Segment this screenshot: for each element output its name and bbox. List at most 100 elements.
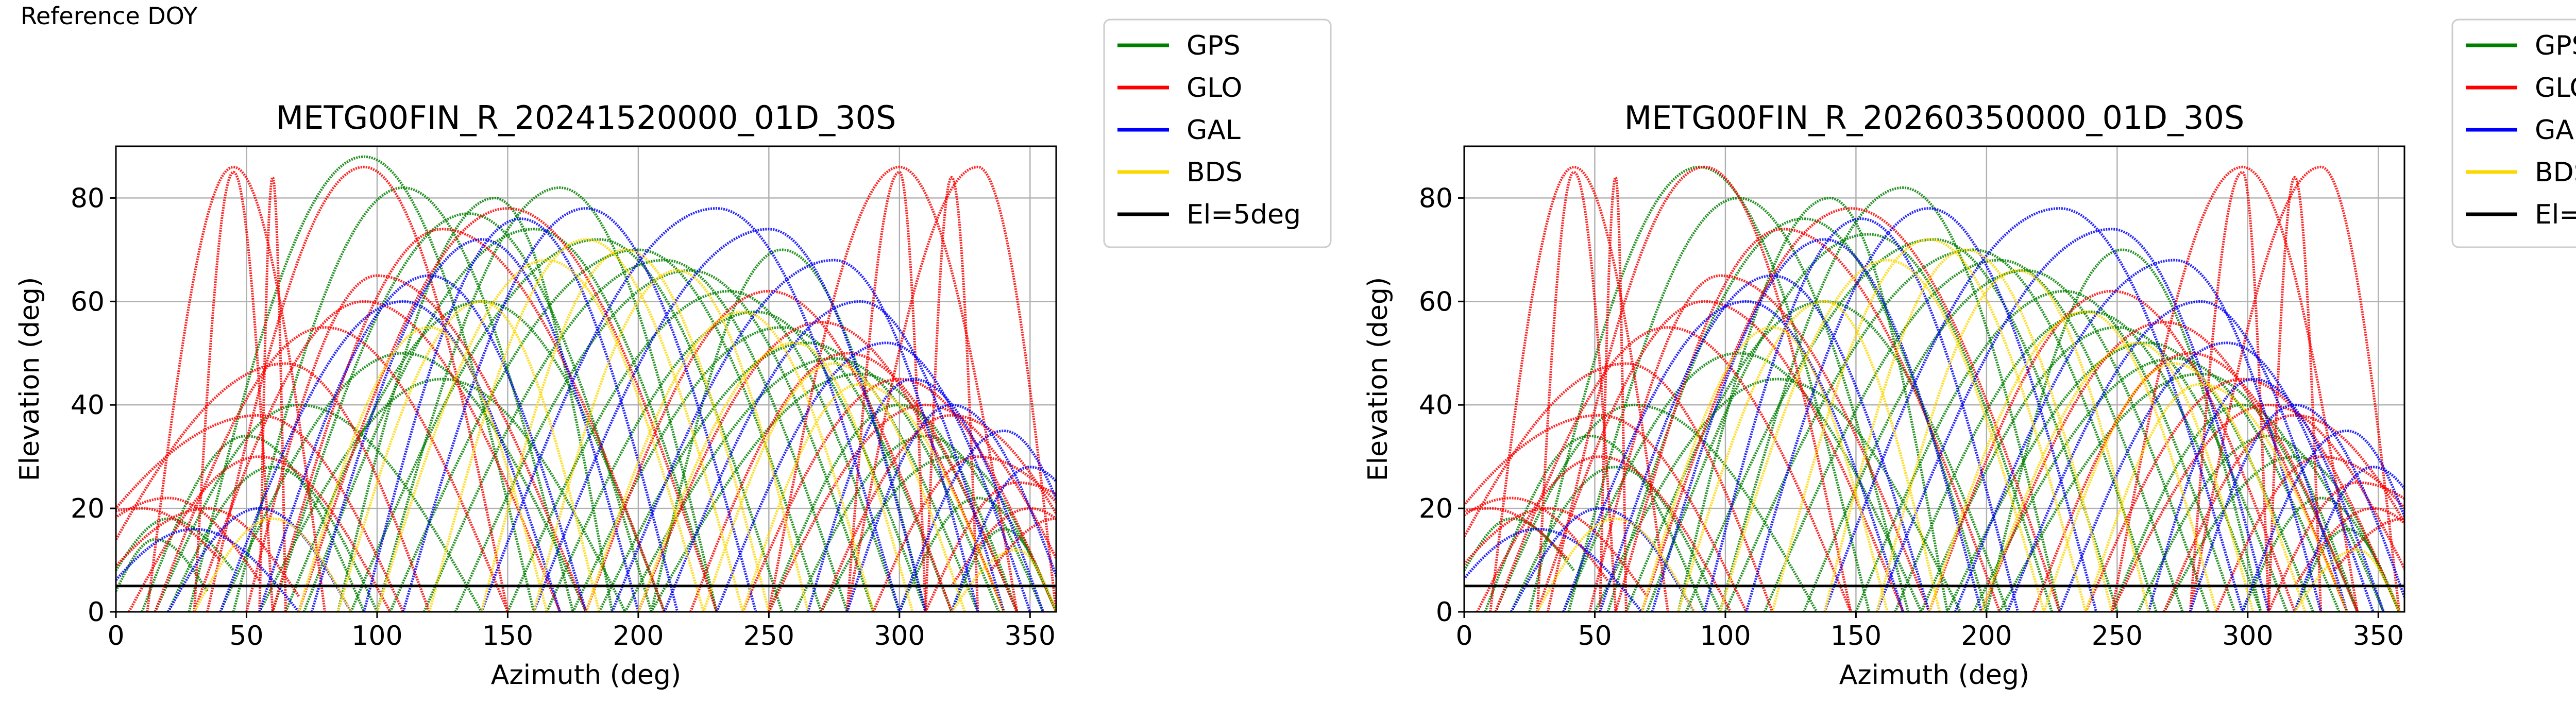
track-glo xyxy=(2215,455,2404,612)
y-tick-label: 40 xyxy=(71,390,105,421)
legend: GPS GLO GAL BDS El=5deg xyxy=(1103,19,1332,248)
track-gps xyxy=(2163,455,2401,612)
x-tick-label: 100 xyxy=(1700,621,1751,652)
track-bds xyxy=(741,383,1005,612)
track-glo xyxy=(2110,165,2359,612)
legend-label: El=5deg xyxy=(2535,199,2576,230)
y-axis-label: Elevation (deg) xyxy=(1363,277,1394,482)
track-gps xyxy=(506,289,901,612)
x-tick-label: 200 xyxy=(1961,621,2012,652)
track-gal xyxy=(715,341,1031,612)
track-bds xyxy=(1771,238,2087,612)
track-bds xyxy=(1875,269,2150,612)
track-bds xyxy=(1536,517,1696,612)
track-glo xyxy=(193,170,274,612)
y-tick-label: 40 xyxy=(1419,390,1453,421)
track-glo xyxy=(116,496,261,582)
track-glo xyxy=(689,352,1019,612)
track-gps xyxy=(349,238,784,612)
x-tick-label: 300 xyxy=(2222,621,2273,652)
track-gal xyxy=(1954,259,2323,612)
track-glo xyxy=(1476,455,1732,612)
x-tick-label: 350 xyxy=(2353,621,2404,652)
track-glo xyxy=(872,455,1056,612)
track-gal xyxy=(480,207,901,612)
track-gal xyxy=(167,507,352,612)
track-gal xyxy=(1823,207,2244,612)
track-glo xyxy=(206,165,509,612)
track-bds xyxy=(2043,362,2307,612)
track-glo xyxy=(1494,326,1852,612)
track-gal xyxy=(363,217,679,612)
track-glo xyxy=(1928,289,2296,612)
x-tick-label: 50 xyxy=(1578,621,1612,652)
chart-panel-right: 0 50 100 150 200 250 300 350 0 20 40 60 80 METG00FIN_… xyxy=(1363,19,2576,691)
track-bds xyxy=(702,362,966,612)
track-gps xyxy=(116,538,209,592)
track-bds xyxy=(480,248,770,612)
track-bds xyxy=(297,326,548,612)
x-axis-label: Azimuth (deg) xyxy=(491,660,681,691)
track-gps xyxy=(454,269,875,612)
track-glo xyxy=(2293,507,2404,587)
track-glo xyxy=(767,165,1019,612)
track-glo xyxy=(741,378,1056,612)
x-tick-label: 350 xyxy=(1005,621,1056,652)
track-gps xyxy=(302,228,718,612)
x-axis-label: Azimuth (deg) xyxy=(1839,660,2029,691)
chart-title: METG00FIN_R_20241520000_01D_30S xyxy=(276,99,896,136)
track-gps xyxy=(820,455,1056,612)
track-glo xyxy=(768,403,1056,612)
track-bds xyxy=(336,300,601,612)
track-glo xyxy=(271,228,666,612)
x-tick-label: 50 xyxy=(229,621,263,652)
x-tick-label: 200 xyxy=(613,621,664,652)
track-gps xyxy=(167,466,379,612)
track-gps xyxy=(116,517,235,572)
tracks-layer xyxy=(116,155,1056,612)
track-gal xyxy=(806,378,1045,612)
track-glo xyxy=(116,507,222,561)
track-glo xyxy=(2333,517,2404,572)
track-glo xyxy=(990,517,1056,572)
track-glo xyxy=(1464,362,1774,612)
track-gps xyxy=(2241,496,2401,612)
legend-label: GLO xyxy=(1187,73,1242,104)
track-bds xyxy=(428,238,744,612)
track-glo xyxy=(116,507,300,597)
track-bds xyxy=(1823,248,2113,612)
track-glo xyxy=(2267,481,2404,612)
track-glo xyxy=(845,165,1056,612)
track-gal xyxy=(258,274,587,612)
track-gal xyxy=(1875,228,2270,612)
x-tick-label: 0 xyxy=(1455,621,1472,652)
legend-label: GAL xyxy=(1187,115,1241,146)
track-gal xyxy=(1510,507,1696,612)
track-gps xyxy=(188,155,535,612)
track-glo xyxy=(2032,352,2359,612)
track-bds xyxy=(1928,310,2218,612)
track-glo xyxy=(585,289,953,612)
track-bds xyxy=(376,259,705,612)
y-tick-label: 0 xyxy=(88,597,105,628)
track-gps xyxy=(271,212,653,612)
y-tick-label: 20 xyxy=(1419,493,1453,524)
legend-frame xyxy=(2451,19,2576,248)
series-gps xyxy=(116,155,1056,612)
track-gps xyxy=(422,259,849,612)
track-gal xyxy=(1599,274,1930,612)
legend-label: GAL xyxy=(2535,115,2576,146)
y-tick-label: 80 xyxy=(71,183,105,214)
legend-label: GPS xyxy=(2535,30,2576,61)
y-tick-label: 60 xyxy=(1419,286,1453,317)
chart-panel-left: 0 50 100 150 200 250 300 350 0 20 40 60 80 METG00FIN_… xyxy=(14,19,1332,691)
track-bds xyxy=(951,548,1056,612)
track-gal xyxy=(1464,527,1643,612)
legend-label: GLO xyxy=(2535,73,2576,104)
x-tick-label: 150 xyxy=(1831,621,1882,652)
x-tick-label: 250 xyxy=(2092,621,2143,652)
track-glo xyxy=(1464,496,1609,582)
legend-frame xyxy=(1103,19,1332,248)
legend-label: BDS xyxy=(2535,157,2576,188)
